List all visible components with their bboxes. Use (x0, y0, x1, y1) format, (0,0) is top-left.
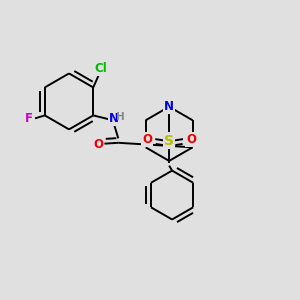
Text: O: O (93, 138, 103, 151)
Text: H: H (116, 112, 125, 122)
Text: N: N (109, 112, 119, 125)
Text: N: N (164, 100, 174, 113)
Text: Cl: Cl (94, 62, 107, 75)
Text: O: O (186, 133, 196, 146)
Text: F: F (25, 112, 33, 125)
Text: S: S (164, 134, 174, 148)
Text: O: O (142, 133, 152, 146)
